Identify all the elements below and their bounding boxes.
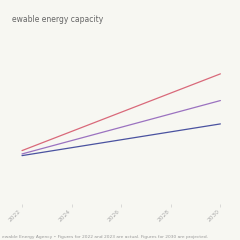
Text: ewable energy capacity: ewable energy capacity [12, 15, 103, 24]
Text: ewable Energy Agency • Figures for 2022 and 2023 are actual. Figures for 2030 ar: ewable Energy Agency • Figures for 2022 … [2, 235, 209, 239]
